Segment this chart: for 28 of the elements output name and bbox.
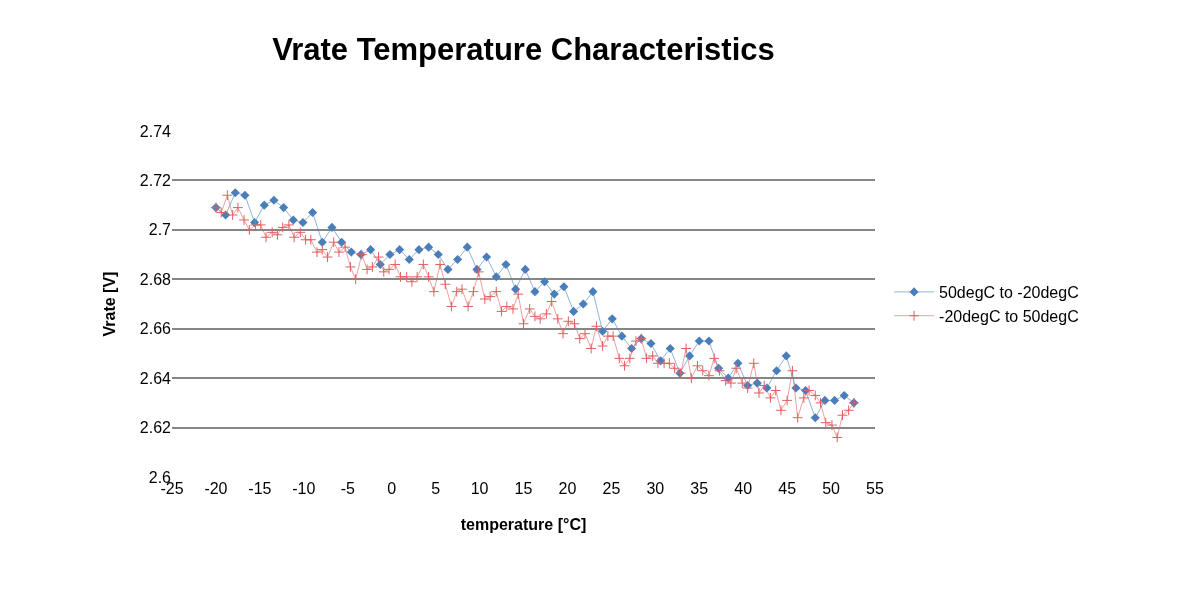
x-tick-label: 40 xyxy=(734,480,753,497)
legend-label: 50degC to -20degC xyxy=(939,284,1079,302)
legend-label: -20degC to 50degC xyxy=(939,307,1079,325)
x-axis-title: temperature [°C] xyxy=(460,515,587,533)
x-tick-label: -5 xyxy=(340,480,355,497)
x-tick-label: 45 xyxy=(778,480,797,497)
y-tick-label: 2.66 xyxy=(139,320,172,338)
y-tick-label: 2.64 xyxy=(139,369,172,387)
x-tick-label: -20 xyxy=(204,480,228,497)
x-tick-label: 30 xyxy=(646,480,665,497)
y-tick-label: 2.62 xyxy=(139,419,172,437)
x-tick-label: 10 xyxy=(470,480,489,497)
x-tick-label: 20 xyxy=(558,480,577,497)
x-tick-label: -10 xyxy=(292,480,316,497)
chart-title: Vrate Temperature Characteristics xyxy=(272,32,775,68)
x-tick-label: 55 xyxy=(866,480,884,497)
x-tick-label: 35 xyxy=(690,480,709,497)
x-tick-label: 15 xyxy=(514,480,533,497)
x-tick-label: 50 xyxy=(822,480,841,497)
x-tick-label: 5 xyxy=(431,480,441,497)
y-axis-title: Vrate [V] xyxy=(100,271,118,337)
x-tick-label: -15 xyxy=(248,480,272,497)
y-tick-label: 2.7 xyxy=(148,221,172,239)
y-tick-label: 2.74 xyxy=(139,122,172,140)
y-tick-label: 2.68 xyxy=(139,270,172,288)
y-tick-label: 2.72 xyxy=(139,172,172,190)
x-tick-label: 25 xyxy=(602,480,621,497)
x-tick-label: 0 xyxy=(387,480,397,497)
